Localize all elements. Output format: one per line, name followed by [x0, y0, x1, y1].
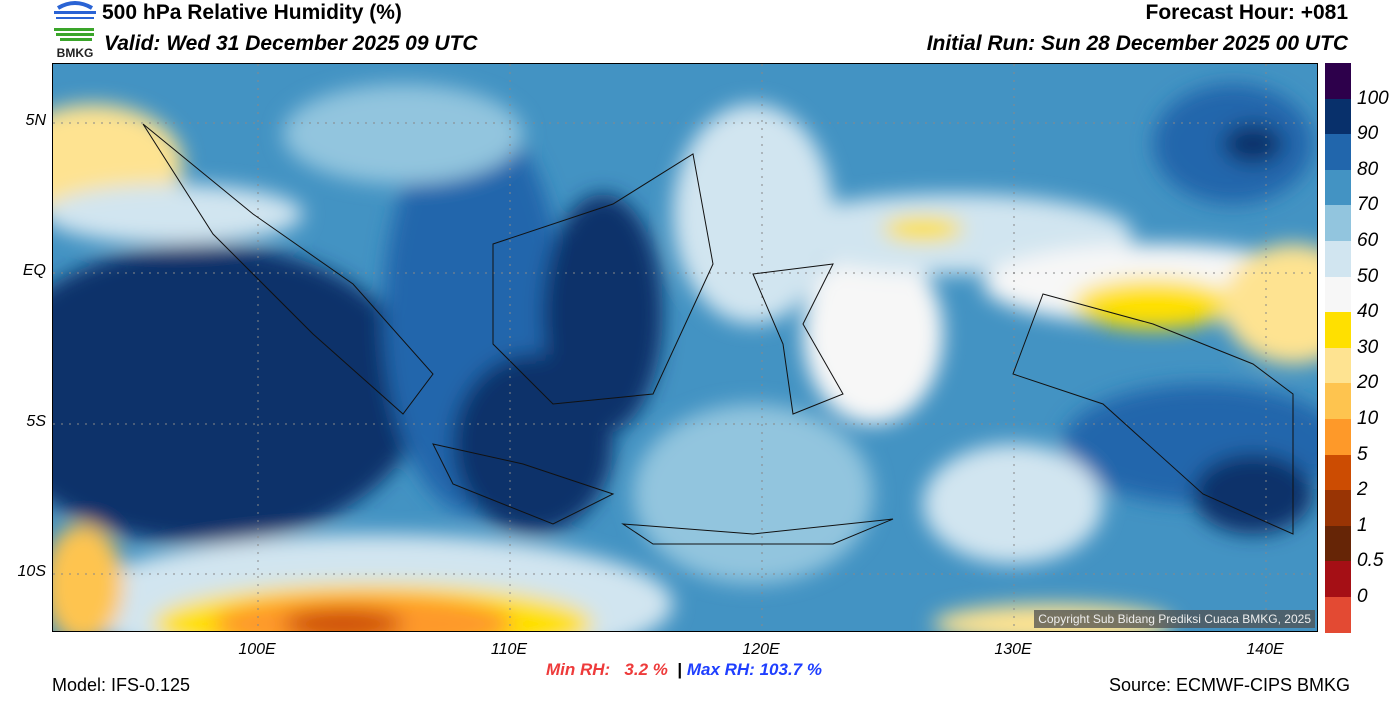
colorbar-segment — [1325, 205, 1351, 241]
colorbar-label: 1 — [1357, 514, 1368, 536]
colorbar-label: 80 — [1357, 158, 1379, 180]
source-label: Source: ECMWF-CIPS BMKG — [1108, 675, 1350, 695]
valid-time: Valid: Wed 31 December 2025 09 UTC — [104, 32, 478, 55]
colorbar-segment — [1325, 63, 1351, 99]
colorbar-segment — [1325, 240, 1351, 277]
colorbar-segment — [1325, 596, 1351, 633]
lon-label-120e: 120E — [742, 641, 780, 658]
bmkg-logo: BMKG — [50, 0, 100, 60]
humidity-map[interactable]: Copyright Sub Bidang Prediksi Cuaca BMKG… — [52, 63, 1318, 632]
lon-label-140e: 140E — [1246, 641, 1284, 658]
colorbar-label: 0.5 — [1357, 550, 1384, 572]
colorbar-segment — [1325, 134, 1351, 170]
separator: | — [677, 660, 683, 679]
colorbar-label: 10 — [1357, 408, 1379, 429]
lat-label-5n: 5N — [25, 112, 46, 129]
colorbar-label: 5 — [1357, 443, 1368, 465]
copyright-notice: Copyright Sub Bidang Prediksi Cuaca BMKG… — [1034, 610, 1315, 628]
lon-label-130e: 130E — [994, 641, 1032, 658]
colorbar-segment — [1325, 383, 1351, 419]
colorbar-segment — [1325, 454, 1351, 491]
colorbar-label: 50 — [1357, 265, 1379, 287]
lon-label-100e: 100E — [238, 641, 276, 658]
colorbar-label: 40 — [1357, 301, 1379, 323]
colorbar-segment — [1325, 418, 1351, 455]
colorbar-segment — [1325, 98, 1351, 135]
lat-label-5s: 5S — [26, 413, 46, 430]
chart-title: 500 hPa Relative Humidity (%) — [102, 1, 402, 24]
svg-text:BMKG: BMKG — [57, 46, 94, 60]
forecast-hour: Forecast Hour: +081 — [1145, 1, 1349, 24]
colorbar-label: 70 — [1357, 194, 1379, 216]
max-rh-value: 103.7 % — [759, 660, 822, 679]
colorbar-segment — [1325, 276, 1351, 313]
colorbar — [1325, 63, 1351, 633]
initial-run: Initial Run: Sun 28 December 2025 00 UTC — [926, 32, 1348, 55]
colorbar-segment — [1325, 169, 1351, 206]
colorbar-segment — [1325, 347, 1351, 384]
lat-label-10s: 10S — [17, 563, 46, 580]
colorbar-segment — [1325, 312, 1351, 348]
max-rh-label: Max RH: — [686, 660, 755, 679]
min-rh-label: Min RH: — [546, 660, 611, 679]
colorbar-label: 90 — [1357, 123, 1379, 145]
min-max-rh: Min RH: 3.2 % | Max RH: 103.7 % — [546, 660, 822, 680]
coastlines — [142, 123, 1294, 545]
colorbar-segment — [1325, 490, 1351, 526]
min-rh-value: 3.2 % — [624, 660, 668, 679]
model-label: Model: IFS-0.125 — [52, 675, 191, 695]
lat-label-eq: EQ — [22, 262, 46, 279]
colorbar-label: 0 — [1357, 586, 1368, 607]
colorbar-label: 60 — [1357, 230, 1379, 251]
colorbar-label: 2 — [1357, 479, 1368, 501]
lon-label-110e: 110E — [490, 641, 528, 658]
colorbar-label: 30 — [1357, 336, 1379, 358]
colorbar-segment — [1325, 561, 1351, 597]
colorbar-label: 100 — [1357, 87, 1389, 109]
colorbar-label: 20 — [1357, 372, 1379, 394]
graticule — [53, 64, 1317, 631]
colorbar-segment — [1325, 525, 1351, 562]
